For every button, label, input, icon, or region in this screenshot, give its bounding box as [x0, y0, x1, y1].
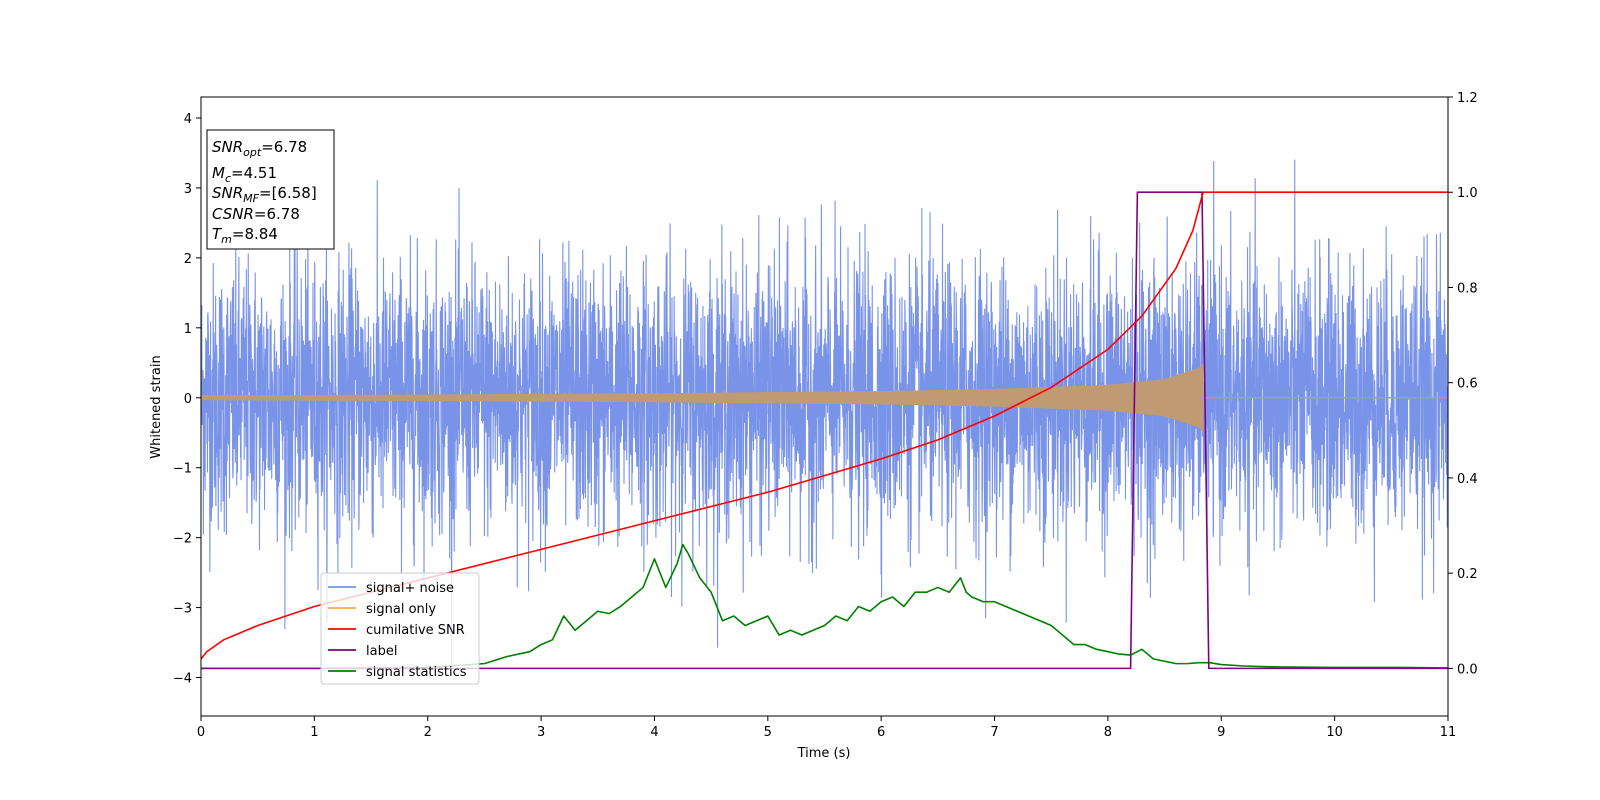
mc-line: Mc=4.51 [212, 164, 277, 185]
series-signal-noise [201, 159, 1448, 665]
x-tick-label: 2 [424, 725, 432, 740]
y-axis-label: Whitened strain [149, 355, 164, 458]
series-cumulative-snr [201, 191, 1448, 660]
legend-label: signal+ noise [366, 581, 454, 596]
legend-label: signal only [366, 602, 436, 617]
csnr-line: CSNR=6.78 [212, 205, 300, 223]
series-signal-only [201, 363, 1204, 433]
legend-label: label [366, 644, 397, 659]
y-left-tick-label: −1 [173, 462, 192, 477]
x-tick-label: 7 [990, 725, 998, 740]
x-tick-label: 11 [1440, 725, 1457, 740]
legend-label: signal statistics [366, 665, 467, 680]
snr-opt-line: SNRopt=6.78 [212, 138, 307, 159]
x-tick-label: 10 [1326, 725, 1343, 740]
info-box: SNRopt=6.78 Mc=4.51 SNRMF=[6.58] CSNR=6.… [206, 129, 335, 250]
tm-line: Tm=8.84 [212, 225, 278, 246]
y-right-tick-label: 0.0 [1457, 662, 1478, 677]
axes-frame [200, 96, 1449, 717]
y-left-tick-label: 4 [184, 112, 192, 127]
x-tick-label: 5 [764, 725, 772, 740]
series-label [201, 191, 1448, 670]
y-right-tick-label: 1.2 [1457, 91, 1478, 106]
y-left-tick-label: 0 [184, 392, 192, 407]
x-tick-label: 0 [197, 725, 205, 740]
y-right-tick-label: 0.2 [1457, 567, 1478, 582]
y-right-tick-label: 0.6 [1457, 377, 1478, 392]
x-tick-label: 6 [877, 725, 885, 740]
plot-area [201, 159, 1448, 670]
legend: signal+ noise signal only cumilative SNR la… [320, 572, 480, 685]
y-axis-left: 4 3 2 1 0 −1 −2 −3 −4 [173, 112, 201, 687]
y-left-tick-label: 2 [184, 252, 192, 267]
y-right-tick-label: 0.4 [1457, 472, 1478, 487]
legend-label: cumilative SNR [366, 623, 465, 638]
info-box-frame [206, 129, 335, 250]
x-axis: 0 1 2 3 4 5 6 7 8 9 10 11 [197, 716, 1456, 740]
series-signal-statistics [201, 543, 1448, 670]
x-tick-label: 8 [1104, 725, 1112, 740]
x-tick-label: 3 [537, 725, 545, 740]
y-left-tick-label: −2 [173, 532, 192, 547]
y-left-tick-label: −3 [173, 602, 192, 617]
y-left-tick-label: −4 [173, 672, 192, 687]
x-tick-label: 4 [650, 725, 658, 740]
x-tick-label: 1 [310, 725, 318, 740]
y-right-tick-label: 1.0 [1457, 186, 1478, 201]
y-right-tick-label: 0.8 [1457, 281, 1478, 296]
y-left-tick-label: 3 [184, 182, 192, 197]
y-axis-right: 1.2 1.0 0.8 0.6 0.4 0.2 0.0 [1448, 91, 1478, 677]
legend-frame [320, 572, 480, 685]
x-tick-label: 9 [1217, 725, 1225, 740]
y-left-tick-label: 1 [184, 322, 192, 337]
x-axis-label: Time (s) [797, 746, 851, 761]
snr-mf-line: SNRMF=[6.58] [212, 184, 317, 205]
